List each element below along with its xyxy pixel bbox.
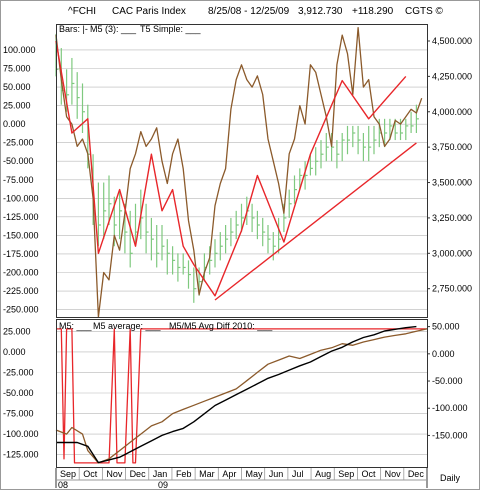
left-tick-label: -200.000 (3, 267, 39, 277)
legend-t5: T5 Simple: ___ (140, 24, 202, 34)
m5-lower-line (55, 328, 428, 464)
date-range: 8/25/08 - 12/25/09 (208, 6, 290, 17)
time-axis: Sep Oct Nov Dec Jan Feb Mar Apr May Jun Jul Aug Sep O… (55, 468, 461, 490)
month-label: Sep (338, 469, 354, 479)
oscillator-grid (56, 331, 427, 455)
right-tick-label: 4,000.000 (432, 107, 472, 117)
m5-average-line (56, 325, 417, 464)
right-tick-label: -100.000 (432, 403, 468, 413)
right-tick-label: 4,250.000 (432, 71, 472, 81)
month-label: Jul (292, 469, 304, 479)
month-label: Sep (60, 469, 76, 479)
last-value: 3,912.730 (298, 6, 343, 17)
legend-m5: M5 (3): ___ (90, 24, 137, 34)
t5-line (55, 40, 407, 297)
left-tick-label: -125.000 (3, 212, 39, 222)
avg-diff-line (56, 328, 427, 464)
month-label: Nov (385, 469, 402, 479)
right-tick-label: -50.000 (432, 376, 463, 386)
change-value: +118.290 (352, 6, 394, 17)
legend-avg-diff: M5/M5 Avg Diff 2010: ___ (169, 321, 273, 331)
left-tick-label: 25.000 (3, 326, 31, 336)
left-tick-label: -50.000 (3, 156, 34, 166)
left-tick-label: -250.000 (3, 305, 39, 315)
month-labels: Sep Oct Nov Dec Jan Feb Mar Apr May Jun Jul Aug Sep O… (60, 468, 424, 480)
month-label: Aug (315, 469, 331, 479)
legend-m5-average: M5 average: ___ (93, 321, 162, 331)
month-label: Oct (361, 469, 376, 479)
trendline (214, 142, 417, 301)
month-label: May (246, 469, 264, 479)
oscillator-tick-labels: 25.000 0.000 -25.000 -50.000 -75.000 -100.000… (3, 322, 468, 460)
price-bars (55, 33, 419, 303)
right-tick-label: 3,000.000 (432, 248, 472, 258)
chart-header: ^FCHI CAC Paris Index 8/25/08 - 12/25/09… (0, 0, 480, 24)
period-label: Daily (440, 473, 461, 483)
year-label-08: 08 (58, 480, 68, 490)
right-tick-label: 3,250.000 (432, 213, 472, 223)
month-label: Oct (83, 469, 98, 479)
month-label: Jan (153, 469, 168, 479)
index-name: CAC Paris Index (112, 6, 186, 17)
left-tick-label: -100.000 (3, 429, 39, 439)
left-tick-label: 0.000 (3, 347, 26, 357)
month-label: Dec (130, 469, 147, 479)
oscillator-panel-frame (56, 319, 428, 468)
legend-bars: Bars: |- (59, 24, 88, 34)
left-tick-label: 0.000 (3, 119, 26, 129)
oscillator-panel: 25.000 0.000 -25.000 -50.000 -75.000 -100.000… (3, 319, 468, 468)
price-panel: 100.000 75.000 50.000 25.000 0.000 -25.000 -50… (3, 24, 472, 318)
price-grid (56, 49, 427, 310)
right-tick-label: 0.000 (432, 349, 455, 359)
credit: CGTS © (405, 6, 443, 17)
price-lines (55, 27, 423, 318)
month-label: Apr (222, 469, 236, 479)
left-tick-label: -225.000 (3, 286, 39, 296)
left-tick-label: 75.000 (3, 64, 31, 74)
left-tick-label: -100.000 (3, 193, 39, 203)
left-tick-label: -25.000 (3, 367, 34, 377)
left-tick-label: -150.000 (3, 230, 39, 240)
left-tick-label: -125.000 (3, 450, 39, 460)
left-tick-label: 100.000 (3, 45, 36, 55)
left-tick-label: -50.000 (3, 388, 34, 398)
price-tick-labels: 100.000 75.000 50.000 25.000 0.000 -25.000 -50… (3, 36, 472, 315)
month-label: Nov (106, 469, 123, 479)
symbol-label: ^FCHI (68, 6, 97, 17)
m5-line (55, 27, 423, 318)
right-tick-label: 3,750.000 (432, 142, 472, 152)
left-tick-label: -175.000 (3, 249, 39, 259)
right-tick-label: 4,500.000 (432, 36, 472, 46)
left-tick-label: -25.000 (3, 138, 34, 148)
right-tick-label: -150.000 (432, 430, 468, 440)
oscillator-lines (55, 325, 428, 464)
price-panel-frame (56, 24, 428, 318)
right-tick-label: 2,750.000 (432, 284, 472, 294)
legend-m5-lower: M5: ___ (59, 321, 93, 331)
month-label: Jun (269, 469, 284, 479)
left-tick-label: 25.000 (3, 101, 31, 111)
left-tick-label: -75.000 (3, 175, 34, 185)
left-tick-label: -75.000 (3, 409, 34, 419)
right-tick-label: 3,500.000 (432, 178, 472, 188)
month-label: Mar (199, 469, 215, 479)
month-label: Feb (176, 469, 192, 479)
left-tick-label: 50.000 (3, 82, 31, 92)
year-label-09: 09 (158, 480, 168, 490)
month-label: Dec (408, 469, 425, 479)
right-tick-label: 50.000 (432, 322, 460, 332)
